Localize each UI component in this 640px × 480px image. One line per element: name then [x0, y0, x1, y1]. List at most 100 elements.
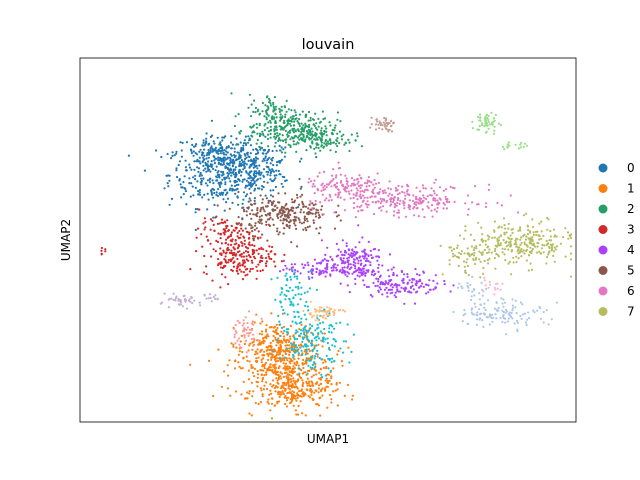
data-point — [442, 189, 445, 192]
data-point — [239, 236, 242, 239]
data-point — [273, 145, 276, 148]
data-point — [294, 117, 297, 120]
data-point — [283, 371, 286, 374]
data-point — [278, 231, 281, 234]
data-point — [419, 279, 422, 283]
data-point — [247, 369, 250, 372]
data-point — [501, 315, 505, 318]
data-point — [344, 273, 347, 276]
data-point — [386, 295, 389, 298]
data-point — [504, 311, 507, 314]
cluster-extra-8-points — [482, 276, 504, 296]
data-point — [298, 138, 301, 141]
data-point — [415, 195, 418, 199]
data-point — [377, 249, 380, 252]
data-point — [486, 124, 489, 127]
data-point — [308, 350, 311, 353]
data-point — [198, 150, 201, 153]
data-point — [304, 138, 307, 141]
data-point — [292, 207, 295, 210]
data-point — [303, 140, 307, 143]
data-point — [212, 182, 215, 185]
data-point — [515, 311, 518, 315]
data-point — [283, 121, 286, 124]
data-point — [388, 275, 391, 278]
data-point — [424, 187, 427, 190]
data-point — [264, 262, 267, 265]
data-point — [325, 186, 328, 189]
data-point — [285, 396, 288, 400]
data-point — [236, 235, 239, 238]
data-point — [284, 138, 287, 141]
data-point — [363, 272, 366, 275]
data-point — [282, 382, 286, 385]
data-point — [540, 230, 543, 233]
data-point — [219, 266, 223, 269]
data-point — [341, 266, 344, 269]
data-point — [313, 192, 316, 195]
data-point — [205, 157, 208, 160]
data-point — [252, 148, 255, 151]
data-point — [319, 378, 322, 381]
data-point — [526, 225, 530, 228]
data-point — [234, 359, 237, 362]
data-point — [238, 160, 241, 163]
data-point — [527, 269, 530, 272]
data-point — [321, 345, 324, 348]
data-point — [237, 361, 240, 364]
data-point — [363, 265, 366, 268]
data-point — [318, 214, 321, 217]
data-point — [296, 396, 299, 399]
data-point — [194, 174, 197, 177]
data-point — [232, 256, 235, 259]
data-point — [294, 382, 297, 386]
data-point — [166, 152, 169, 156]
data-point — [276, 373, 279, 376]
data-point — [200, 183, 203, 186]
data-point — [494, 282, 498, 286]
data-point — [301, 193, 304, 196]
data-point — [515, 261, 518, 264]
data-point — [278, 356, 281, 359]
data-point — [292, 296, 295, 299]
data-point — [163, 187, 166, 190]
data-point — [369, 293, 372, 297]
data-point — [388, 122, 391, 125]
data-point — [231, 143, 234, 146]
data-point — [259, 148, 262, 151]
data-point — [396, 288, 399, 291]
data-point — [522, 145, 525, 148]
data-point — [225, 201, 228, 204]
data-point — [337, 193, 340, 196]
data-point — [309, 180, 313, 183]
data-point — [306, 220, 309, 223]
data-point — [484, 284, 487, 287]
data-point — [485, 113, 488, 116]
data-point — [362, 199, 365, 202]
data-point — [237, 263, 240, 266]
data-point — [282, 127, 285, 130]
data-point — [365, 257, 368, 260]
data-point — [435, 210, 438, 213]
data-point — [313, 347, 316, 350]
data-point — [297, 285, 300, 288]
data-point — [511, 298, 514, 301]
data-point — [238, 171, 241, 174]
data-point — [288, 130, 291, 133]
data-point — [249, 174, 252, 178]
data-point — [239, 233, 242, 236]
data-point — [216, 173, 219, 176]
data-point — [464, 312, 467, 315]
data-point — [242, 319, 245, 322]
data-point — [456, 246, 459, 250]
data-point — [249, 125, 252, 128]
data-point — [249, 152, 252, 155]
data-point — [198, 156, 201, 159]
data-point — [281, 391, 284, 394]
data-point — [194, 208, 197, 211]
data-point — [290, 374, 293, 377]
data-point — [302, 366, 305, 370]
data-point — [263, 180, 266, 183]
data-point — [311, 264, 314, 268]
data-point — [181, 305, 184, 308]
